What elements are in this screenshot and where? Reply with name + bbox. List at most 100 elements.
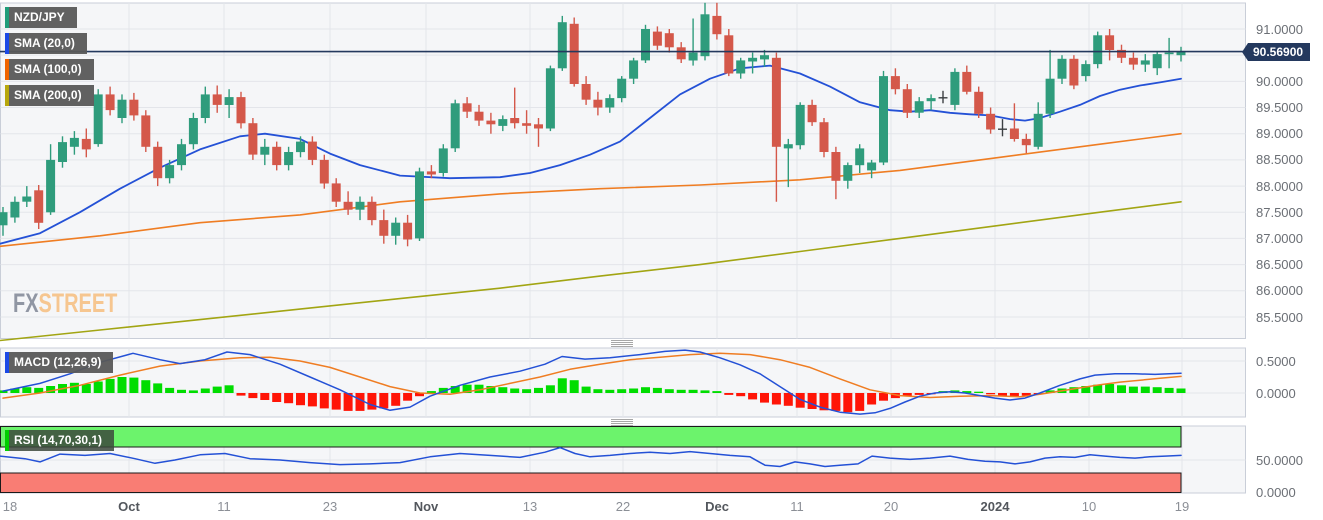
candle-body (986, 113, 996, 130)
macd-histogram-bar (153, 383, 163, 393)
candle-body (93, 94, 103, 145)
candle-body (1081, 64, 1091, 77)
candle-body (1045, 78, 1055, 114)
symbol-label: NZD/JPY (14, 10, 65, 24)
candle-body (331, 183, 341, 202)
macd-histogram-bar (450, 386, 460, 393)
macd-histogram-bar (522, 389, 532, 393)
fxstreet-logo-fx: FX (13, 288, 39, 318)
candle-body (462, 103, 472, 112)
panel-resize-handle-icon[interactable] (611, 340, 633, 347)
sma200-label: SMA (200,0) (14, 88, 82, 102)
candle-body (1176, 51, 1186, 56)
macd-histogram-bar (855, 393, 865, 411)
macd-histogram-bar (486, 386, 496, 393)
rsi-line (0, 446, 1182, 468)
macd-histogram-bar (1045, 390, 1055, 393)
macd-histogram-bar (736, 393, 746, 397)
macd-label: MACD (12,26,9) (14, 355, 102, 369)
candle-body (807, 104, 817, 123)
macd-color-stripe (5, 352, 9, 373)
legend-rsi[interactable]: RSI (14,70,30,1) (5, 430, 115, 451)
fxstreet-logo: FXSTREET (13, 288, 117, 319)
macd-histogram-bar (1069, 387, 1079, 393)
macd-histogram-bar (771, 393, 781, 405)
macd-histogram-bar (236, 393, 246, 396)
macd-histogram-bar (1081, 386, 1091, 393)
legend-macd[interactable]: MACD (12,26,9) (5, 352, 114, 373)
candle-body (474, 111, 484, 121)
rsi-label: RSI (14,70,30,1) (14, 433, 103, 447)
macd-histogram-bar (545, 385, 555, 393)
candle-body (760, 55, 769, 60)
time-axis-tick: Dec (705, 499, 729, 514)
macd-histogram-bar (902, 393, 912, 397)
price-axis-tick: 87.5000 (1256, 204, 1303, 220)
candle-body (1152, 54, 1162, 69)
macd-histogram-bar (1140, 386, 1150, 393)
candle-body (1117, 49, 1126, 58)
price-axis-tick: 87.0000 (1256, 230, 1303, 246)
candle-body (664, 33, 674, 48)
legend-sma100[interactable]: SMA (100,0) (5, 59, 94, 80)
legend-sma200[interactable]: SMA (200,0) (5, 85, 94, 106)
macd-histogram-bar (22, 387, 32, 393)
candle-body (415, 171, 424, 239)
macd-histogram-bar (998, 393, 1007, 396)
macd-histogram-bar (200, 388, 210, 393)
macd-histogram-bar (331, 393, 341, 410)
macd-histogram-bar (879, 393, 888, 401)
time-axis-tick: 19 (1174, 499, 1190, 514)
macd-histogram-bar (783, 393, 793, 406)
panel-resize-handle-icon[interactable] (611, 419, 633, 426)
price-axis-tick: 91.0000 (1256, 21, 1303, 37)
rsi-overbought-band (0, 426, 1182, 448)
candle-body (534, 124, 543, 129)
time-axis-tick: 11 (790, 499, 804, 514)
candle-body (1057, 58, 1067, 79)
macd-histogram-bar (1093, 384, 1103, 393)
candle-body (34, 190, 44, 223)
candle-body (879, 76, 888, 163)
candle-body (177, 144, 186, 166)
macd-histogram-bar (272, 393, 282, 402)
macd-histogram-bar (474, 384, 484, 393)
time-axis-tick: 23 (322, 499, 338, 514)
macd-histogram-bar (1152, 387, 1162, 393)
candle-body (605, 98, 615, 108)
candle-body (105, 94, 115, 111)
candle-body (379, 220, 389, 236)
candle-body (248, 123, 258, 155)
candle-body (819, 122, 829, 152)
candle-body (117, 99, 127, 118)
time-axis-tick: 18 (2, 499, 18, 514)
macd-histogram-bar (1117, 385, 1126, 393)
macd-histogram-bar (69, 382, 79, 393)
symbol-color-stripe (5, 7, 9, 28)
macd-histogram-bar (962, 391, 972, 393)
candle-body (593, 99, 603, 108)
sma200-line (0, 201, 1182, 342)
macd-histogram-bar (593, 389, 603, 393)
macd-histogram-bar (652, 387, 662, 393)
macd-histogram-bar (284, 393, 294, 404)
macd-histogram-bar (426, 391, 436, 393)
candle-body (998, 128, 1007, 130)
candle-body (831, 152, 841, 181)
candle-body (69, 137, 79, 147)
candle-body (1093, 35, 1103, 65)
macd-histogram-bar (1009, 393, 1019, 397)
price-axis-tick: 89.0000 (1256, 126, 1303, 142)
candle-body (1140, 60, 1150, 65)
macd-histogram-bar (819, 393, 829, 411)
macd-histogram-bar (319, 393, 329, 409)
macd-histogram-bar (34, 387, 44, 393)
candle-body (867, 162, 877, 171)
price-axis-tick: 85.5000 (1256, 309, 1303, 325)
candle-body (260, 146, 270, 155)
candle-body (629, 60, 639, 79)
macd-histogram-bar (557, 378, 567, 393)
legend-symbol[interactable]: NZD/JPY (5, 7, 77, 28)
legend-sma20[interactable]: SMA (20,0) (5, 33, 87, 54)
